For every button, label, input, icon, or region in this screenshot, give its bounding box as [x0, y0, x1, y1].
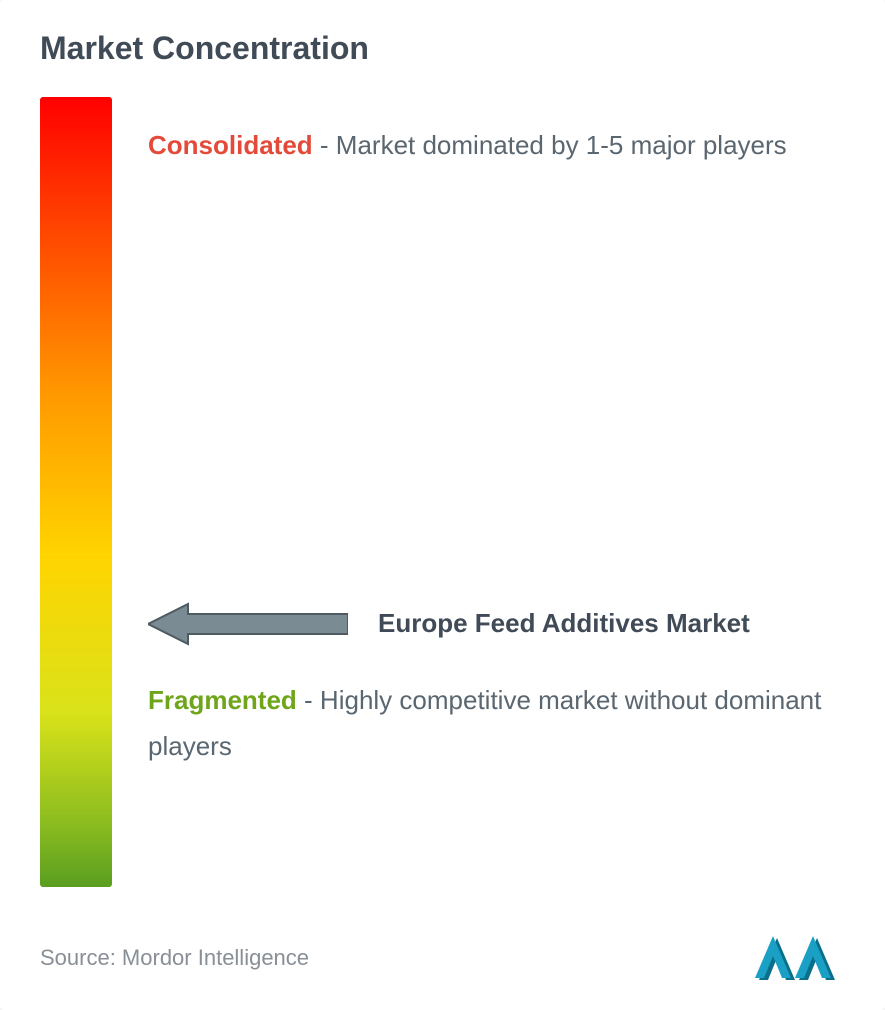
fragmented-lead: Fragmented — [148, 685, 297, 715]
text-column: Consolidated - Market dominated by 1-5 m… — [112, 97, 845, 887]
consolidated-rest: - Market dominated by 1-5 major players — [320, 130, 787, 160]
concentration-gradient-scale — [40, 97, 112, 887]
marker-row: Europe Feed Additives Market — [148, 600, 845, 648]
fragmented-description: Fragmented - Highly competitive market w… — [148, 678, 845, 769]
market-concentration-card: Market Concentration Consolidated - Mark… — [0, 0, 885, 1010]
consolidated-description: Consolidated - Market dominated by 1-5 m… — [148, 123, 845, 169]
marker-arrow — [148, 600, 348, 648]
consolidated-block: Consolidated - Market dominated by 1-5 m… — [148, 97, 845, 195]
card-title: Market Concentration — [40, 30, 845, 67]
left-arrow-icon — [148, 600, 348, 648]
marker-label: Europe Feed Additives Market — [378, 606, 750, 641]
consolidated-lead: Consolidated — [148, 130, 313, 160]
footer-row: Source: Mordor Intelligence — [40, 928, 845, 988]
mordor-logo — [755, 928, 845, 988]
fragmented-block: Europe Feed Additives Market Fragmented … — [148, 600, 845, 795]
body-row: Consolidated - Market dominated by 1-5 m… — [40, 97, 845, 887]
mordor-logo-icon — [755, 928, 845, 988]
source-text: Source: Mordor Intelligence — [40, 945, 309, 971]
